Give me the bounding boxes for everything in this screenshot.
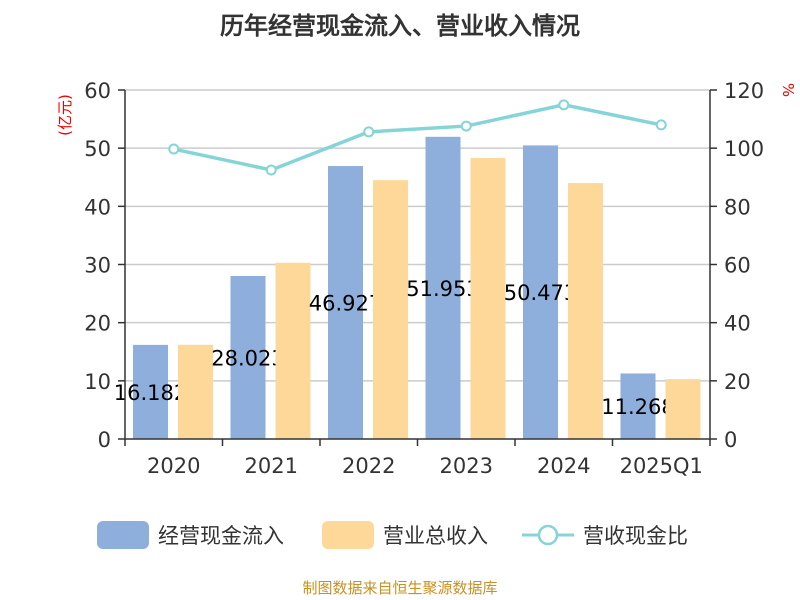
ratio-point — [558, 99, 570, 111]
x-tick-label: 2023 — [440, 454, 493, 478]
right-tick-label: 20 — [724, 370, 751, 394]
cash-inflow-data-label: 46.927 — [309, 292, 382, 316]
cash-inflow-bar — [523, 145, 558, 439]
revenue-bar — [178, 344, 213, 439]
cash-inflow-bar — [133, 344, 168, 439]
right-tick-label: 80 — [724, 195, 751, 219]
right-tick-label: 40 — [724, 312, 751, 336]
source-note: 制图数据来自恒生聚源数据库 — [302, 579, 497, 597]
ratio-point — [460, 120, 472, 132]
x-tick-label: 2025Q1 — [620, 454, 703, 478]
cash-inflow-data-label: 51.953 — [406, 277, 479, 301]
legend-revenue-label: 营业总收入 — [383, 524, 488, 548]
left-tick-label: 40 — [84, 195, 111, 219]
cash-inflow-bar — [425, 136, 461, 440]
cash-inflow-bar — [620, 373, 656, 439]
x-tick-label: 2024 — [537, 454, 590, 478]
ratio-point — [655, 119, 667, 131]
left-tick-label: 50 — [84, 137, 111, 161]
legend-ratio-marker — [537, 524, 559, 546]
left-axis-label: (亿元) — [56, 94, 74, 136]
right-tick-label: 100 — [724, 137, 764, 161]
revenue-bar — [275, 262, 311, 439]
right-axis-label: % — [779, 83, 797, 97]
cash-inflow-bar — [230, 275, 266, 439]
left-tick-label: 0 — [98, 428, 111, 452]
ratio-point — [168, 143, 180, 155]
cash-inflow-data-label: 50.473 — [504, 281, 577, 305]
revenue-bar — [470, 158, 506, 439]
left-tick-label: 30 — [84, 254, 111, 278]
legend-revenue-swatch — [322, 521, 374, 549]
left-tick-label: 60 — [84, 79, 111, 103]
cash-inflow-data-label: 11.268 — [601, 395, 674, 419]
legend-ratio-label: 营收现金比 — [583, 524, 688, 548]
chart-title: 历年经营现金流入、营业收入情况 — [220, 12, 580, 40]
legend-cash-inflow-swatch — [97, 521, 149, 549]
revenue-bar — [373, 180, 408, 440]
revenue-bar — [665, 379, 701, 439]
right-tick-label: 0 — [724, 428, 737, 452]
left-tick-label: 10 — [84, 370, 111, 394]
cash-inflow-bar — [328, 166, 363, 439]
cash-inflow-data-label: 16.182 — [114, 381, 187, 405]
x-tick-label: 2020 — [147, 454, 200, 478]
x-tick-label: 2022 — [342, 454, 395, 478]
ratio-point — [363, 126, 375, 138]
right-tick-label: 60 — [724, 254, 751, 278]
revenue-bar — [568, 183, 603, 439]
legend-cash-inflow-label: 经营现金流入 — [158, 524, 284, 548]
x-tick-label: 2021 — [245, 454, 298, 478]
right-tick-label: 120 — [724, 79, 764, 103]
ratio-point — [265, 164, 277, 176]
cash-inflow-data-label: 28.023 — [211, 346, 284, 370]
left-tick-label: 20 — [84, 312, 111, 336]
ratio-line — [173, 103, 662, 172]
